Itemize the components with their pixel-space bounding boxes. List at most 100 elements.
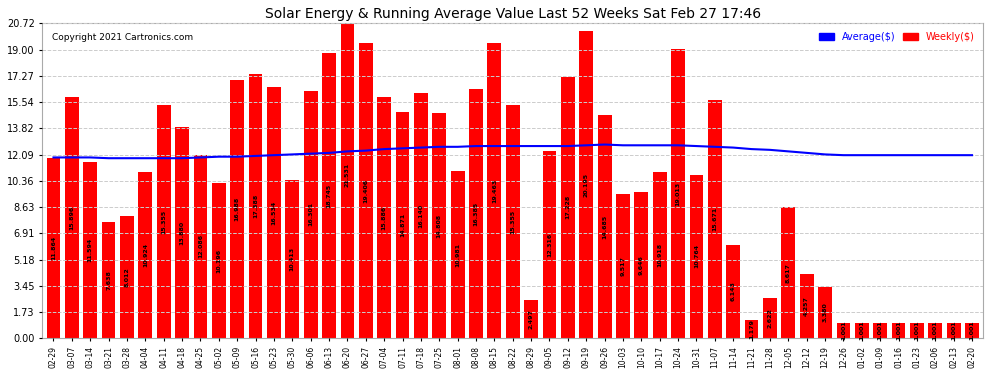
Text: 14.808: 14.808 [437,214,442,238]
Bar [873,323,887,338]
Bar [579,32,593,338]
Bar [727,245,741,338]
Text: 8.617: 8.617 [786,263,791,283]
Bar [946,323,960,338]
Text: 1.001: 1.001 [951,321,956,340]
Text: 11.594: 11.594 [88,238,93,262]
Legend: Average($), Weekly($): Average($), Weekly($) [816,28,978,46]
Bar [929,323,942,338]
Bar [525,300,538,338]
Bar [543,151,556,338]
Text: 10.764: 10.764 [694,244,699,268]
Text: 10.924: 10.924 [143,243,148,267]
Text: 17.228: 17.228 [565,195,570,219]
Text: 1.179: 1.179 [749,319,754,339]
Text: 12.316: 12.316 [547,232,552,257]
Text: 10.413: 10.413 [290,247,295,271]
Bar [837,323,850,338]
Text: 1.001: 1.001 [859,321,864,340]
Text: 8.012: 8.012 [125,267,130,287]
Bar [855,323,868,338]
Text: 16.140: 16.140 [419,204,424,228]
Text: 20.195: 20.195 [584,173,589,197]
Bar [598,115,612,338]
Text: 16.988: 16.988 [235,197,240,221]
Text: 9.517: 9.517 [621,256,626,276]
Bar [65,97,79,338]
Bar [708,100,722,338]
Text: 1.001: 1.001 [915,321,920,340]
Text: 10.918: 10.918 [657,243,662,267]
Bar [285,180,299,338]
Text: 19.463: 19.463 [492,178,497,203]
Bar [763,298,777,338]
Bar [910,323,924,338]
Text: 9.646: 9.646 [639,255,644,275]
Bar [469,89,483,338]
Bar [139,172,152,338]
Text: 21.531: 21.531 [345,162,349,187]
Bar [120,216,134,338]
Bar [635,192,648,338]
Bar [690,175,703,338]
Text: 2.622: 2.622 [767,308,772,328]
Text: 10.196: 10.196 [217,249,222,273]
Bar [304,91,318,338]
Bar [248,74,262,338]
Text: 7.638: 7.638 [106,270,111,290]
Text: 1.001: 1.001 [896,321,901,340]
Bar [396,112,410,338]
Text: 1.001: 1.001 [969,321,974,340]
Text: 11.864: 11.864 [50,236,56,260]
Text: 19.406: 19.406 [363,179,368,203]
Bar [450,171,464,338]
Text: 12.086: 12.086 [198,234,203,258]
Bar [175,128,189,338]
Bar [652,172,666,338]
Text: 15.671: 15.671 [713,207,718,231]
Text: 6.143: 6.143 [731,282,736,302]
Bar [800,273,814,338]
Bar [744,320,758,338]
Bar [47,158,60,338]
Text: 17.388: 17.388 [253,194,258,218]
Text: 15.355: 15.355 [161,210,166,234]
Text: 16.534: 16.534 [271,201,276,225]
Bar [194,154,207,338]
Bar [102,222,116,338]
Text: Copyright 2021 Cartronics.com: Copyright 2021 Cartronics.com [51,33,193,42]
Bar [322,54,336,338]
Text: 1.001: 1.001 [933,321,938,340]
Bar [341,11,354,338]
Text: 14.871: 14.871 [400,213,405,237]
Text: 4.257: 4.257 [804,296,809,316]
Bar [359,44,372,338]
Text: 19.013: 19.013 [675,182,680,206]
Bar [231,80,245,338]
Text: 3.380: 3.380 [823,303,828,322]
Bar [156,105,170,338]
Text: 15.896: 15.896 [69,206,74,230]
Text: 15.886: 15.886 [382,206,387,230]
Bar [616,194,630,338]
Bar [965,323,979,338]
Bar [781,207,795,338]
Text: 10.981: 10.981 [455,243,460,267]
Text: 16.301: 16.301 [308,202,313,226]
Bar [414,93,428,338]
Bar [433,113,446,338]
Text: 14.685: 14.685 [602,214,607,239]
Bar [818,287,832,338]
Text: 1.001: 1.001 [841,321,845,340]
Text: 15.355: 15.355 [510,210,515,234]
Bar [671,50,685,338]
Bar [561,76,575,338]
Bar [506,105,520,338]
Text: 18.745: 18.745 [327,184,332,208]
Bar [83,162,97,338]
Text: 2.497: 2.497 [529,309,534,329]
Bar [267,87,281,338]
Text: 16.385: 16.385 [473,202,478,226]
Bar [212,183,226,338]
Bar [377,97,391,338]
